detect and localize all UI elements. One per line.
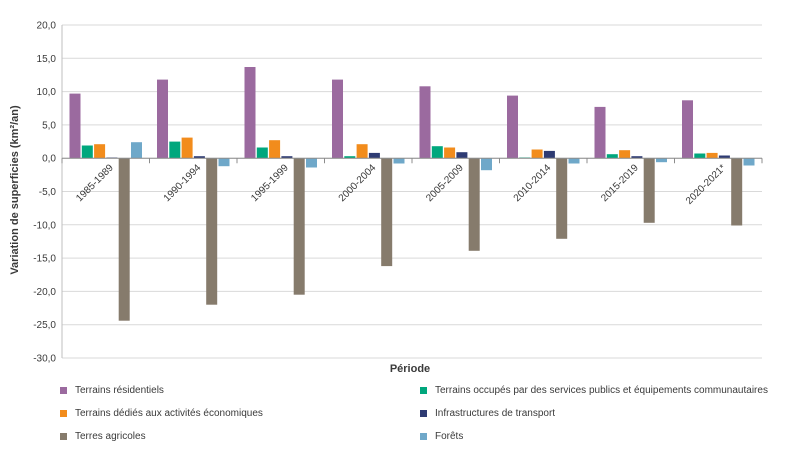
bar-chart: 20,0 15,0 10,0 5,0 0,0 -5,0 -10,0 -15,0 -20,0 -25… xyxy=(9,21,763,375)
bar xyxy=(81,145,93,159)
x-tick-label: 2005-2009 xyxy=(424,162,466,204)
bar xyxy=(293,158,305,295)
legend: Terrains résidentiels Terrains occupés pa… xyxy=(60,384,780,442)
bar xyxy=(556,158,568,239)
x-tick-label: 2015-2019 xyxy=(599,162,641,204)
bar xyxy=(356,144,368,159)
y-tick-label: -20,0 xyxy=(33,287,56,298)
bar xyxy=(344,156,356,159)
bar xyxy=(181,137,193,159)
y-tick-label: -5,0 xyxy=(39,187,57,198)
bar xyxy=(281,156,293,159)
bar xyxy=(368,152,380,159)
bar xyxy=(743,158,755,166)
bar xyxy=(306,158,317,168)
legend-item: Infrastructures de transport xyxy=(420,407,780,419)
bar xyxy=(393,158,405,164)
bar xyxy=(682,100,693,159)
y-tick-label: -25,0 xyxy=(33,320,56,331)
bar xyxy=(381,158,393,267)
bar xyxy=(619,150,631,159)
bar xyxy=(656,158,667,163)
legend-item: Forêts xyxy=(420,430,780,442)
bar xyxy=(193,156,205,159)
legend-item: Terrains résidentiels xyxy=(60,384,420,396)
x-tick-label: 1995-1999 xyxy=(249,162,291,204)
bar xyxy=(543,150,555,159)
bars xyxy=(69,67,755,321)
bar xyxy=(256,147,268,159)
bar xyxy=(507,95,518,159)
bar xyxy=(731,158,743,226)
bar xyxy=(332,79,343,159)
legend-swatch xyxy=(60,432,67,440)
x-axis-title: Période xyxy=(390,363,430,375)
y-tick-label: 0,0 xyxy=(42,154,56,165)
y-axis-title: Variation de superficies (km²/an) xyxy=(9,105,21,275)
legend-swatch xyxy=(420,432,427,440)
bar xyxy=(157,79,168,159)
bar xyxy=(456,152,468,159)
x-tick-label: 2020-2021* xyxy=(684,162,728,206)
bar xyxy=(206,158,218,305)
y-tick-label: 10,0 xyxy=(37,87,57,98)
legend-label: Terrains occupés par des services public… xyxy=(435,384,768,396)
bar xyxy=(444,147,456,159)
bar xyxy=(118,158,130,321)
legend-label: Forêts xyxy=(435,430,464,442)
legend-swatch xyxy=(60,409,67,417)
bar xyxy=(594,106,606,159)
legend-swatch xyxy=(60,386,67,394)
bar xyxy=(244,67,256,159)
bar xyxy=(643,158,655,223)
bar xyxy=(568,158,580,164)
bar xyxy=(606,154,618,159)
bar xyxy=(69,93,81,159)
bar xyxy=(718,155,730,159)
legend-swatch xyxy=(420,409,427,417)
bar xyxy=(419,86,431,159)
y-tick-label: -10,0 xyxy=(33,220,56,231)
bar xyxy=(431,146,443,159)
bar xyxy=(218,158,230,167)
legend-label: Terrains dédiés aux activités économique… xyxy=(75,407,263,419)
y-tick-label: -15,0 xyxy=(33,254,56,265)
legend-item: Terrains occupés par des services public… xyxy=(420,384,780,396)
y-tick-label: -30,0 xyxy=(33,354,56,365)
x-tick-label: 2000-2004 xyxy=(337,162,379,204)
legend-label: Terrains résidentiels xyxy=(75,384,164,396)
bar xyxy=(631,156,643,159)
bar xyxy=(694,153,706,159)
y-tick-label: 15,0 xyxy=(37,54,57,65)
bar xyxy=(481,158,492,171)
x-tick-label: 1985-1989 xyxy=(74,162,116,204)
bar xyxy=(531,149,543,159)
bar xyxy=(468,158,480,251)
y-tick-label: 20,0 xyxy=(37,21,57,32)
legend-label: Terres agricoles xyxy=(75,430,146,442)
x-tick-label: 1990-1994 xyxy=(162,162,204,204)
bar xyxy=(94,144,106,159)
bar xyxy=(269,140,281,159)
y-tick-label: 5,0 xyxy=(42,120,56,131)
bar xyxy=(706,152,718,159)
legend-label: Infrastructures de transport xyxy=(435,407,556,419)
legend-item: Terres agricoles xyxy=(60,430,420,442)
legend-item: Terrains dédiés aux activités économique… xyxy=(60,407,420,419)
legend-swatch xyxy=(420,386,427,394)
x-tick-label: 2010-2014 xyxy=(512,162,554,204)
bar xyxy=(131,142,142,159)
bar xyxy=(169,141,181,159)
